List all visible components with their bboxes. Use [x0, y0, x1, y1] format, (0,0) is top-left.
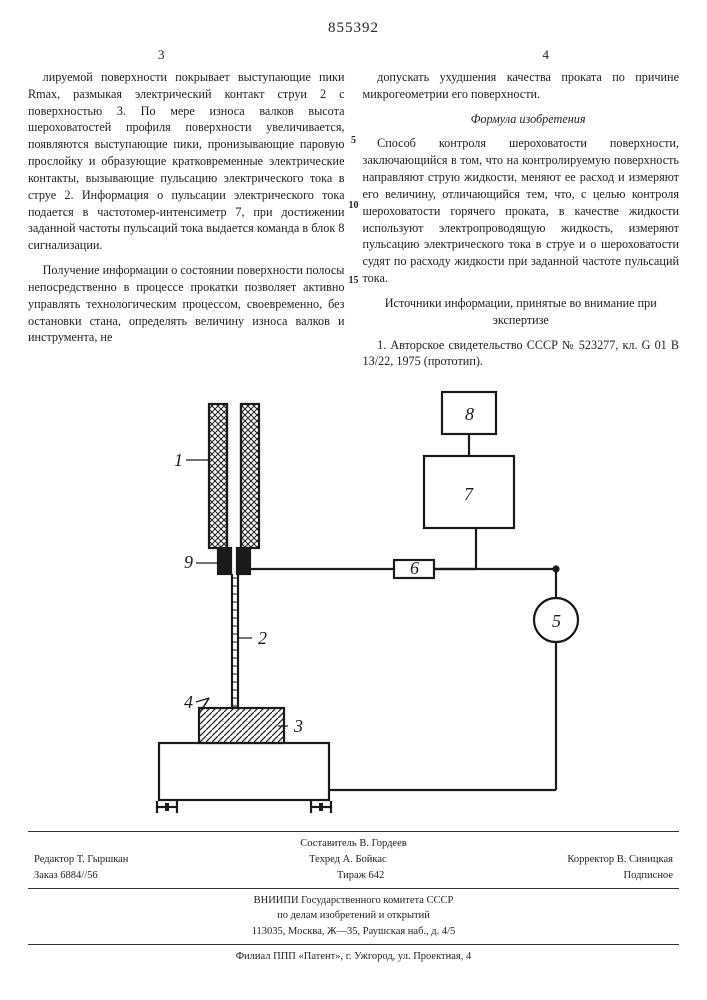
svg-text:4: 4	[184, 692, 193, 712]
print-run: Тираж 642	[337, 868, 384, 884]
subscription: Подписное	[624, 868, 673, 884]
svg-text:2: 2	[258, 628, 267, 648]
corrector: Корректор В. Синицкая	[567, 852, 673, 868]
column-left: лируемой поверхности покрывает выступающ…	[28, 69, 345, 378]
editor: Редактор Т. Гыршкан	[34, 852, 128, 868]
sources-heading: Источники информации, принятые во вниман…	[363, 295, 680, 329]
right-paragraph-1: допускать ухудшения качества проката по …	[363, 69, 680, 103]
tech-editor: Техред А. Бойкас	[309, 852, 387, 868]
svg-text:9: 9	[184, 552, 193, 572]
colophon: Составитель В. Гордеев Редактор Т. Гыршк…	[28, 831, 679, 964]
circuit-diagram: 1 9 2 4 3 8 7 6 5	[104, 388, 604, 818]
printer: Филиал ППП «Патент», г. Ужгород, ул. Про…	[28, 949, 679, 965]
figure: 1 9 2 4 3 8 7 6 5	[28, 388, 679, 823]
line-number: 5	[346, 134, 362, 148]
formula-heading: Формула изобретения	[363, 111, 680, 128]
col-left-num: 3	[158, 47, 165, 63]
order-number: Заказ 6884//56	[34, 868, 98, 884]
svg-text:6: 6	[410, 558, 419, 578]
svg-text:8: 8	[465, 404, 474, 424]
svg-text:1: 1	[174, 450, 183, 470]
org-line-1: ВНИИПИ Государственного комитета СССР	[28, 893, 679, 909]
svg-text:5: 5	[552, 611, 561, 631]
col-right-num: 4	[543, 47, 550, 63]
org-line-2: по делам изобретений и открытий	[28, 908, 679, 924]
line-number: 15	[346, 274, 362, 288]
left-paragraph-1: лируемой поверхности покрывает выступающ…	[28, 69, 345, 254]
svg-text:3: 3	[293, 716, 303, 736]
column-right: допускать ухудшения качества проката по …	[363, 69, 680, 378]
address: 113035, Москва, Ж—35, Раушская наб., д. …	[28, 924, 679, 940]
body-columns: 5 10 15 лируемой поверхности покрывает выс…	[28, 69, 679, 378]
svg-text:7: 7	[464, 484, 474, 504]
source-1: 1. Авторское свидетельство СССР № 523277…	[363, 337, 680, 371]
compiler-line: Составитель В. Гордеев	[28, 836, 679, 852]
right-paragraph-2: Способ контроля шероховатости поверхност…	[363, 135, 680, 286]
left-paragraph-2: Получение информации о состоянии поверхн…	[28, 262, 345, 346]
line-number: 10	[346, 199, 362, 213]
column-numbers: 3 4	[28, 47, 679, 63]
document-number: 855392	[28, 20, 679, 37]
